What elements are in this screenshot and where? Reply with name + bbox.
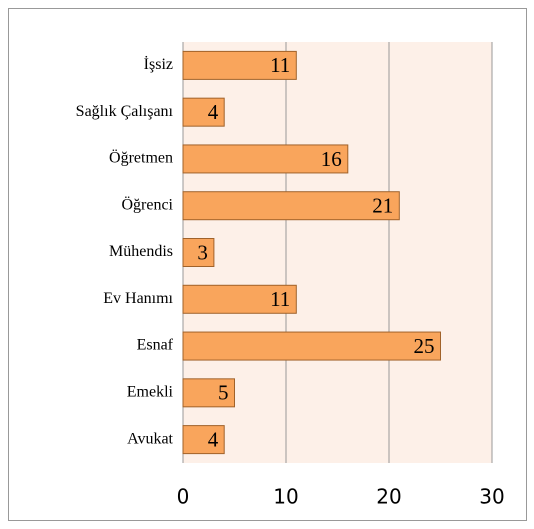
value-label: 4 <box>208 427 219 451</box>
bar <box>182 97 225 127</box>
bar <box>182 378 235 408</box>
bar <box>182 50 297 80</box>
value-label: 5 <box>218 381 229 405</box>
bar <box>182 284 297 314</box>
x-tick-label: 30 <box>479 485 504 509</box>
y-tick-label: İşsiz <box>144 55 173 73</box>
y-tick-label: Ev Hanımı <box>103 290 173 307</box>
x-tick-label: 0 <box>177 485 190 509</box>
y-tick-label: Mühendis <box>109 243 173 260</box>
value-label: 3 <box>197 240 208 264</box>
value-label: 21 <box>372 194 393 218</box>
y-tick-label: Öğretmen <box>109 149 173 167</box>
y-tick-label: Esnaf <box>137 337 174 354</box>
value-label: 11 <box>270 287 290 311</box>
bar <box>182 238 215 267</box>
y-tick-label: Sağlık Çalışanı <box>76 103 174 120</box>
x-tick-label: 10 <box>273 485 298 509</box>
value-label: 4 <box>208 100 219 124</box>
bar <box>182 191 400 221</box>
y-tick-label: Öğrenci <box>121 195 173 213</box>
y-tick-label: Avukat <box>127 430 173 447</box>
value-label: 11 <box>270 53 290 77</box>
y-tick-label: Emekli <box>127 384 174 401</box>
bar <box>182 425 225 455</box>
x-tick-label: 20 <box>376 485 401 509</box>
bar <box>182 144 349 174</box>
value-label: 25 <box>414 334 435 358</box>
bar <box>182 331 441 361</box>
value-label: 16 <box>321 147 342 171</box>
